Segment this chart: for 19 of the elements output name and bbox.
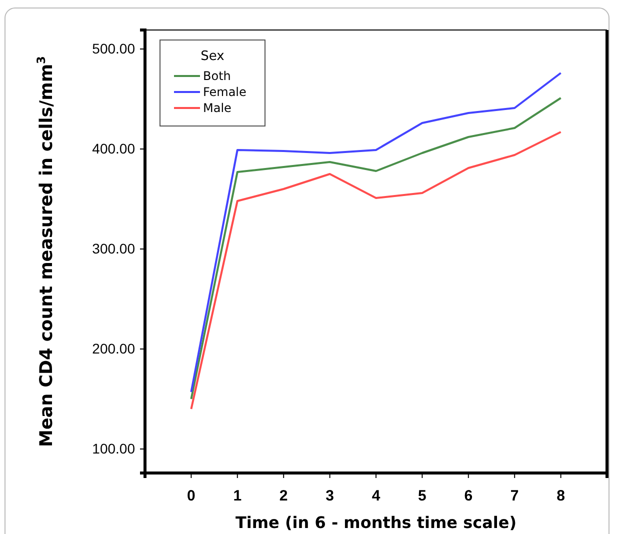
- legend-label: Both: [203, 69, 231, 83]
- x-tick-label: 3: [326, 488, 334, 504]
- x-tick-label: 1: [233, 488, 242, 504]
- legend-label: Male: [203, 101, 232, 115]
- x-tick-label: 5: [418, 488, 426, 504]
- y-tick-label: 400.00: [92, 140, 136, 156]
- legend-title: Sex: [200, 49, 225, 64]
- y-tick-label: 500.00: [92, 40, 136, 56]
- x-tick-label: 7: [510, 488, 519, 504]
- y-tick-label: 100.00: [92, 440, 136, 456]
- y-tick-label: 300.00: [92, 240, 136, 256]
- y-tick-label: 200.00: [92, 340, 136, 356]
- x-tick-label: 6: [464, 488, 473, 504]
- x-tick-label: 8: [556, 488, 565, 504]
- x-tick-label: 0: [187, 488, 196, 504]
- legend-label: Female: [203, 85, 246, 99]
- x-axis-title: Time (in 6 - months time scale): [235, 513, 517, 532]
- x-tick-label: 4: [372, 488, 381, 504]
- x-tick-label: 2: [279, 488, 288, 504]
